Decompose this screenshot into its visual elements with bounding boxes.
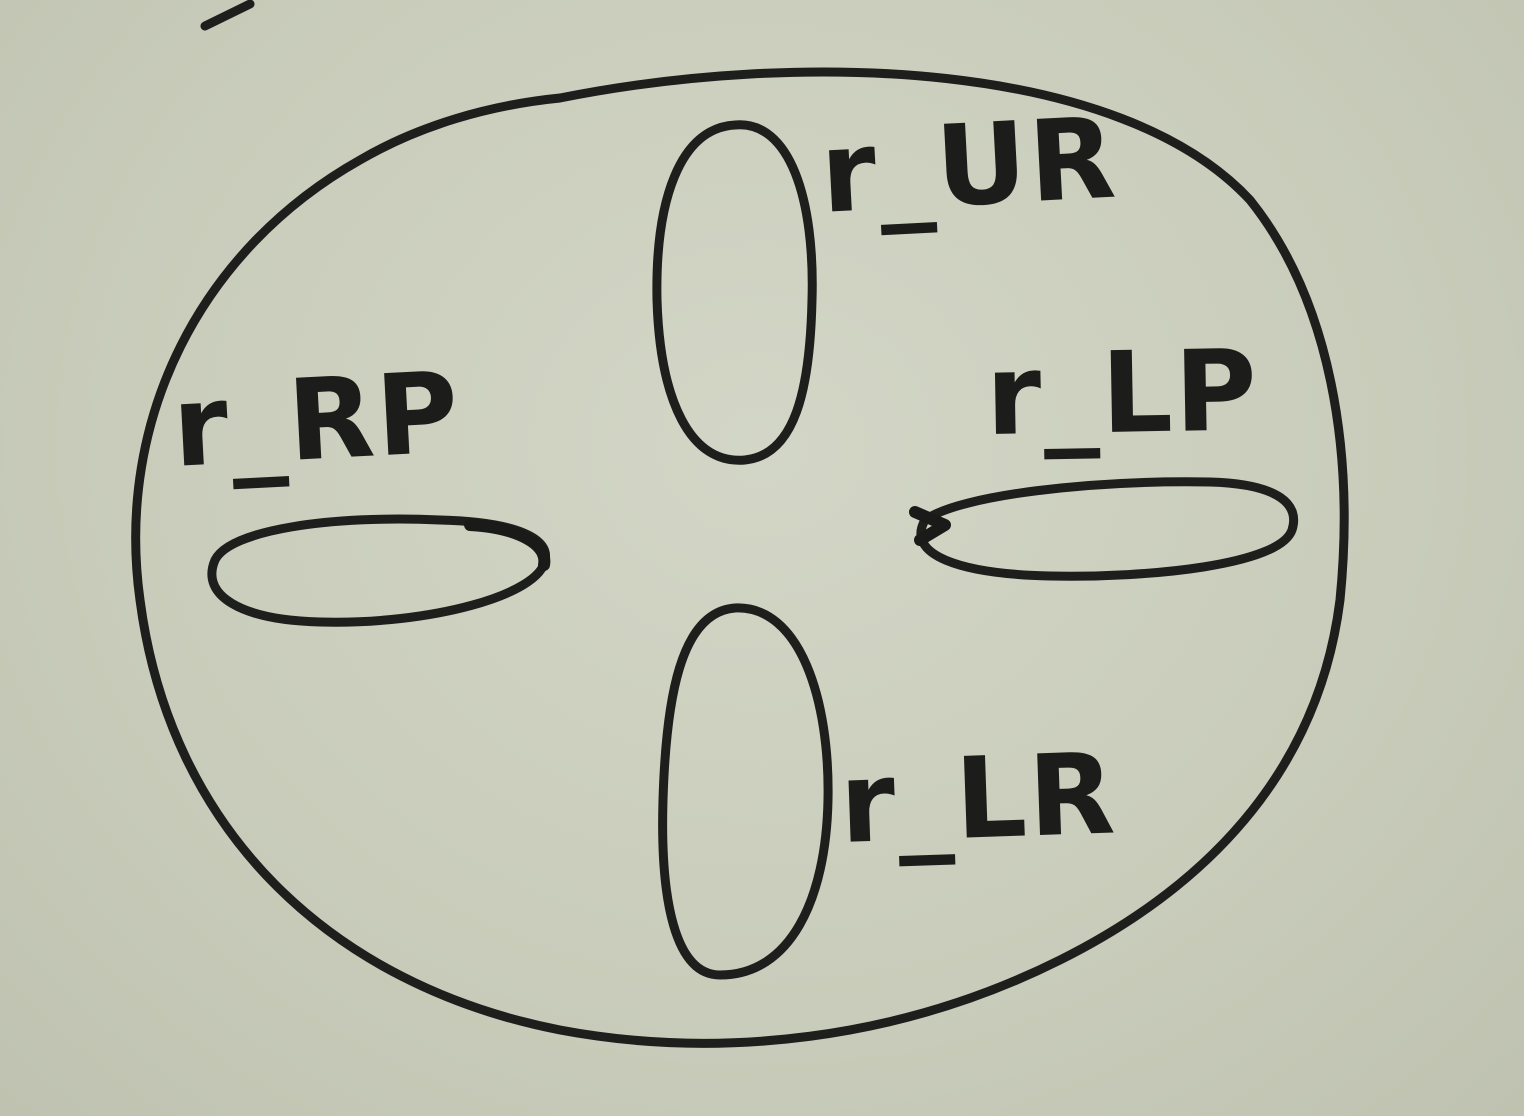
upper-oval <box>652 120 817 465</box>
stray-pen-mark <box>200 0 255 31</box>
label-upper-region: r_UR <box>817 93 1121 239</box>
right-oval <box>916 477 1299 581</box>
left-oval-thick-stroke <box>464 519 551 571</box>
lower-oval <box>658 603 833 980</box>
left-oval <box>207 514 550 627</box>
label-lower-region: r_LR <box>837 729 1119 869</box>
outer-region-boundary <box>131 67 1349 1048</box>
right-oval-thick-stroke <box>909 506 951 546</box>
label-left-region: r_RP <box>169 347 464 493</box>
label-right-region: r_LP <box>984 326 1260 461</box>
